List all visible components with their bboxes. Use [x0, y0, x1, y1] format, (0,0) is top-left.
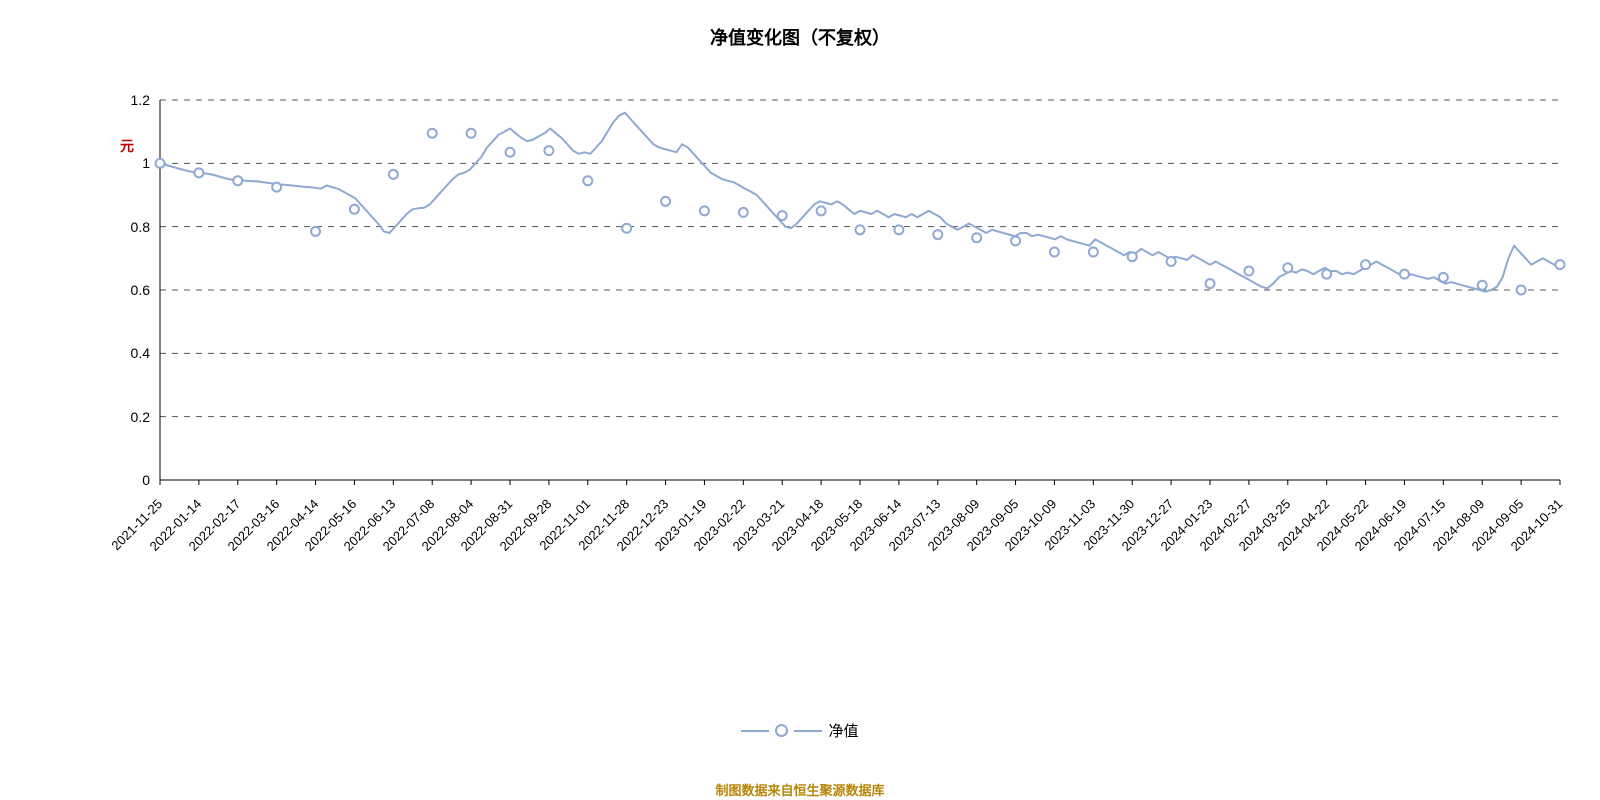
y-tick-label: 0.6 — [100, 282, 150, 298]
chart-legend: 净值 — [0, 720, 1600, 741]
y-tick-label: 0.8 — [100, 219, 150, 235]
y-tick-label: 0.2 — [100, 409, 150, 425]
y-tick-label: 0 — [100, 472, 150, 488]
chart-container: { "chart": { "type": "line", "title": "净… — [0, 0, 1600, 800]
legend-line-left — [741, 730, 769, 732]
y-tick-label: 1 — [100, 155, 150, 171]
y-tick-label: 1.2 — [100, 92, 150, 108]
legend-marker — [775, 724, 788, 737]
y-tick-label: 0.4 — [100, 345, 150, 361]
chart-footer: 制图数据来自恒生聚源数据库 — [0, 780, 1600, 799]
legend-line-right — [794, 730, 822, 732]
chart-plot-svg — [0, 0, 1600, 800]
legend-label: 净值 — [828, 720, 858, 741]
